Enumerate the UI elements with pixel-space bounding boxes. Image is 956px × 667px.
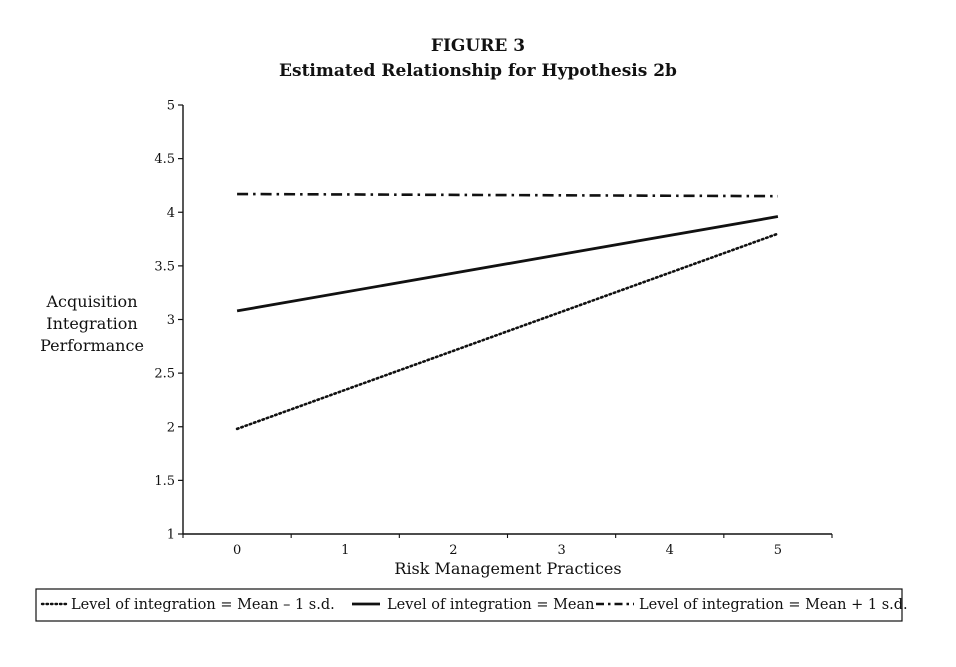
- x-tick-label: 1: [341, 543, 349, 558]
- y-axis: 1 1.5 2 2.5 3 3.5 4 4.5 5: [154, 99, 184, 543]
- series-line-mean-plus-1sd: [237, 192, 778, 198]
- legend-label-mean-minus-1sd: Level of integration = Mean – 1 s.d.: [71, 597, 335, 613]
- series-line-mean-minus-1sd: [235, 232, 780, 431]
- legend: Level of integration = Mean – 1 s.d. Lev…: [35, 588, 908, 622]
- y-axis-label: Acquisition Integration Performance: [40, 292, 144, 355]
- legend-item-mean-minus-1sd: Level of integration = Mean – 1 s.d.: [40, 597, 335, 613]
- y-tick-label: 4: [167, 206, 175, 221]
- y-axis-label-line-2: Integration: [46, 314, 137, 333]
- y-ticks: 1 1.5 2 2.5 3 3.5 4 4.5 5: [154, 99, 183, 543]
- y-axis-label-line-3: Performance: [40, 336, 144, 355]
- legend-item-mean: Level of integration = Mean: [352, 597, 595, 613]
- legend-label-mean: Level of integration = Mean: [387, 597, 595, 613]
- x-tick-label: 0: [233, 543, 241, 558]
- x-tick-label: 5: [774, 543, 782, 558]
- y-tick-label: 2: [167, 420, 175, 435]
- series-line-mean: [236, 215, 779, 313]
- series-layer: [235, 192, 780, 431]
- legend-item-mean-plus-1sd: Level of integration = Mean + 1 s.d.: [596, 597, 908, 613]
- x-axis-label: Risk Management Practices: [394, 559, 621, 578]
- legend-label-mean-plus-1sd: Level of integration = Mean + 1 s.d.: [639, 597, 908, 613]
- x-ticks: 0 1 2 3 4 5: [182, 534, 833, 558]
- y-tick-label: 3: [167, 313, 175, 328]
- x-tick-label: 4: [666, 543, 674, 558]
- x-tick-label: 2: [449, 543, 457, 558]
- y-tick-label: 2.5: [154, 367, 175, 382]
- y-tick-label: 4.5: [154, 152, 175, 167]
- y-axis-label-line-1: Acquisition: [46, 292, 138, 311]
- y-tick-label: 3.5: [154, 259, 175, 274]
- y-tick-label: 1: [167, 528, 175, 543]
- x-axis: 0 1 2 3 4 5: [182, 533, 833, 558]
- chart-subtitle: Estimated Relationship for Hypothesis 2b: [279, 61, 677, 81]
- legend-box: [35, 588, 903, 622]
- x-tick-label: 3: [557, 543, 565, 558]
- y-tick-label: 5: [167, 99, 175, 114]
- y-tick-label: 1.5: [154, 474, 175, 489]
- chart-title: FIGURE 3: [431, 36, 525, 56]
